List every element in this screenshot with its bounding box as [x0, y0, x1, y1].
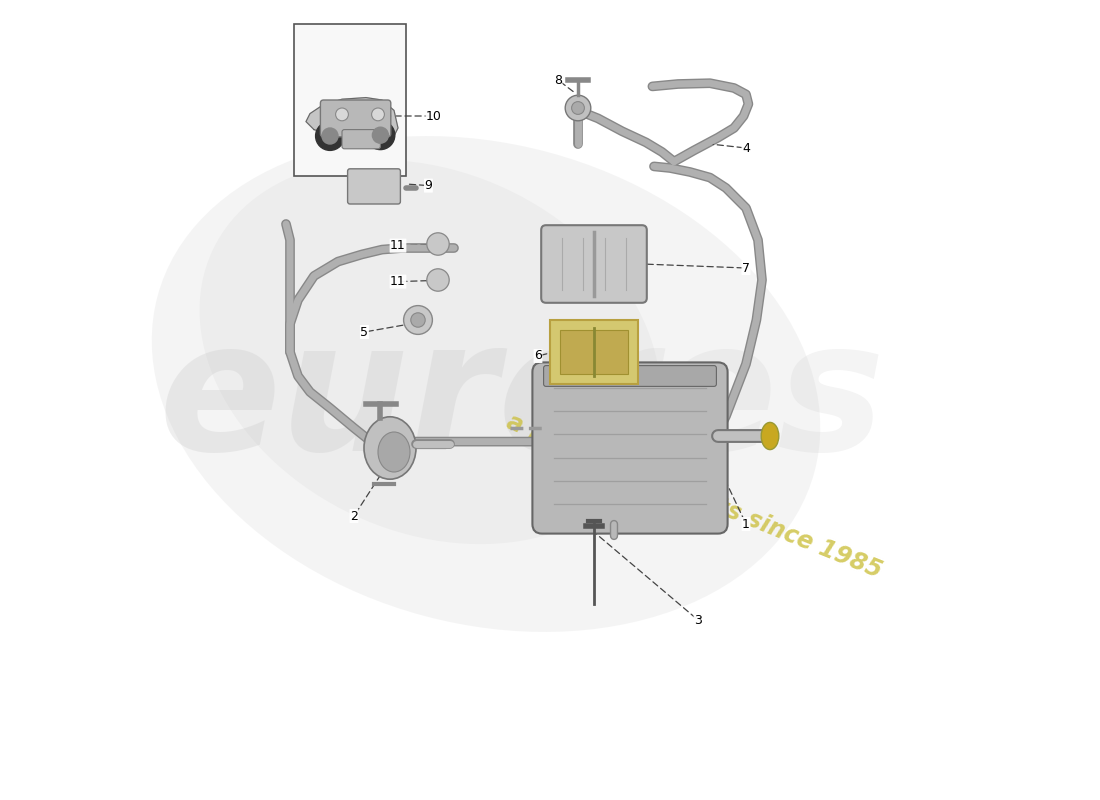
FancyBboxPatch shape [543, 366, 716, 386]
Ellipse shape [378, 432, 410, 472]
Circle shape [322, 128, 338, 144]
FancyBboxPatch shape [550, 320, 638, 384]
Circle shape [572, 102, 584, 114]
Text: 3: 3 [694, 614, 702, 626]
Circle shape [427, 269, 449, 291]
Circle shape [410, 313, 426, 327]
Text: 11: 11 [390, 275, 406, 288]
Polygon shape [306, 98, 398, 139]
FancyBboxPatch shape [560, 330, 628, 374]
Text: 6: 6 [535, 350, 542, 362]
Text: euro: euro [158, 312, 621, 488]
Text: 9: 9 [425, 179, 432, 192]
Text: 7: 7 [742, 262, 750, 274]
FancyBboxPatch shape [532, 362, 727, 534]
Text: 10: 10 [426, 110, 442, 122]
Circle shape [316, 122, 344, 150]
FancyBboxPatch shape [320, 100, 390, 137]
Circle shape [373, 127, 388, 143]
Text: 2: 2 [350, 510, 358, 522]
FancyBboxPatch shape [342, 130, 381, 149]
Circle shape [372, 108, 384, 121]
Polygon shape [334, 104, 390, 116]
Text: 8: 8 [554, 74, 562, 86]
FancyBboxPatch shape [294, 24, 406, 176]
Ellipse shape [364, 417, 416, 479]
Circle shape [404, 306, 432, 334]
FancyBboxPatch shape [541, 225, 647, 302]
Circle shape [427, 233, 449, 255]
Ellipse shape [199, 160, 660, 544]
Circle shape [565, 95, 591, 121]
Text: 1: 1 [742, 518, 750, 530]
Text: 5: 5 [361, 326, 368, 338]
Circle shape [336, 108, 349, 121]
Text: a passion for parts since 1985: a passion for parts since 1985 [503, 410, 886, 582]
Text: 11: 11 [390, 239, 406, 252]
Ellipse shape [761, 422, 779, 450]
FancyBboxPatch shape [348, 169, 400, 204]
Text: res: res [566, 312, 884, 488]
Ellipse shape [152, 136, 821, 632]
Circle shape [366, 121, 395, 150]
Text: 4: 4 [742, 142, 750, 154]
